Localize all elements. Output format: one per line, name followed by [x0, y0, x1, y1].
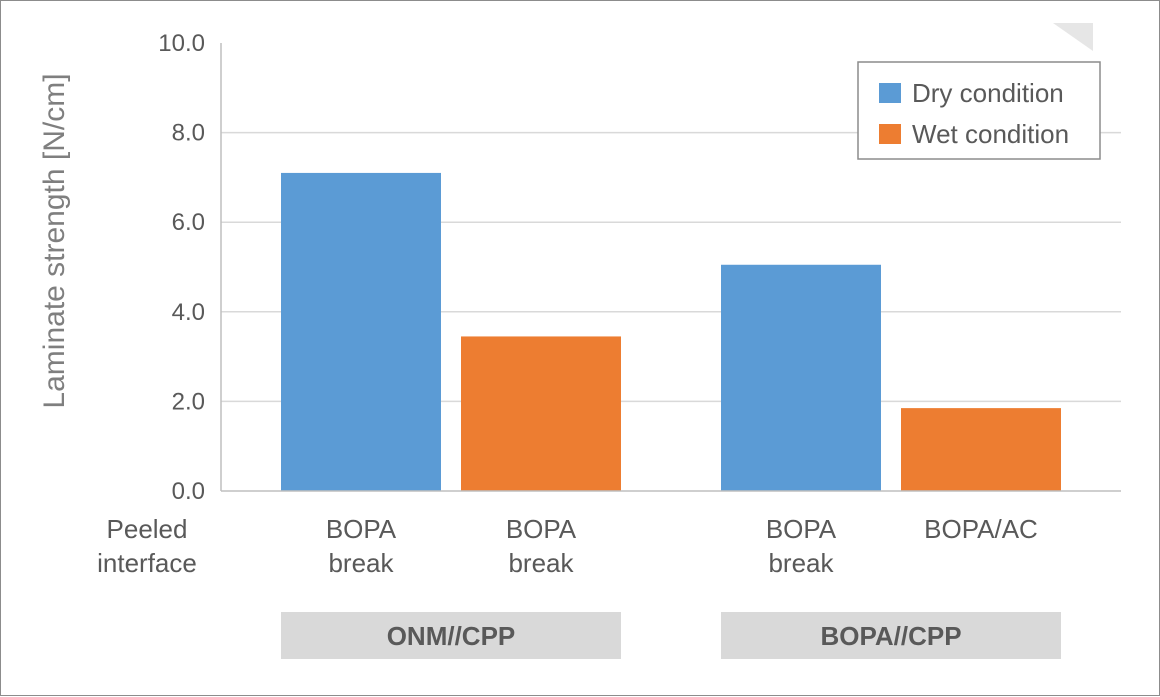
- group-label-band: [721, 612, 1061, 659]
- group-labels: ONM//CPP BOPA//CPP: [281, 612, 1061, 659]
- row-label-line: interface: [97, 548, 197, 578]
- peeled-interface-label: Peeled interface: [97, 514, 197, 578]
- y-tick-label: 0.0: [172, 478, 205, 505]
- group-label: BOPA//CPP: [820, 621, 961, 651]
- bar: [901, 408, 1061, 491]
- legend: Dry condition Wet condition: [857, 61, 1101, 160]
- legend-label-dry: Dry condition: [912, 78, 1064, 108]
- y-tick-labels: 0.0 2.0 4.0 6.0 8.0 10.0: [158, 30, 205, 505]
- y-tick-label: 10.0: [158, 30, 205, 57]
- y-tick-label: 8.0: [172, 120, 205, 147]
- x-category-label: BOPA: [766, 514, 837, 544]
- row-label-line: Peeled: [107, 514, 188, 544]
- legend-label-wet: Wet condition: [912, 119, 1069, 149]
- y-tick-label: 4.0: [172, 299, 205, 326]
- group-label: ONM//CPP: [387, 621, 516, 651]
- x-category-label: BOPA/AC: [924, 514, 1038, 544]
- corner-fold-decoration: [1053, 23, 1093, 51]
- legend-swatch-dry: [879, 83, 901, 103]
- bar: [721, 264, 881, 491]
- y-tick-label: 2.0: [172, 388, 205, 415]
- x-category-label: BOPA: [506, 514, 577, 544]
- group-label-band: [281, 612, 621, 659]
- bar-layer: [281, 172, 1061, 492]
- x-category-label: break: [768, 548, 834, 578]
- x-category-label: BOPA: [326, 514, 397, 544]
- y-tick-label: 6.0: [172, 209, 205, 236]
- y-axis-title: Laminate strength [N/cm]: [38, 73, 71, 408]
- x-category-labels: BOPA break BOPA break BOPA break BOPA/AC: [326, 514, 1038, 578]
- bar: [461, 336, 621, 491]
- bar: [281, 172, 441, 492]
- x-category-label: break: [508, 548, 574, 578]
- legend-swatch-wet: [879, 124, 901, 144]
- x-category-label: break: [328, 548, 394, 578]
